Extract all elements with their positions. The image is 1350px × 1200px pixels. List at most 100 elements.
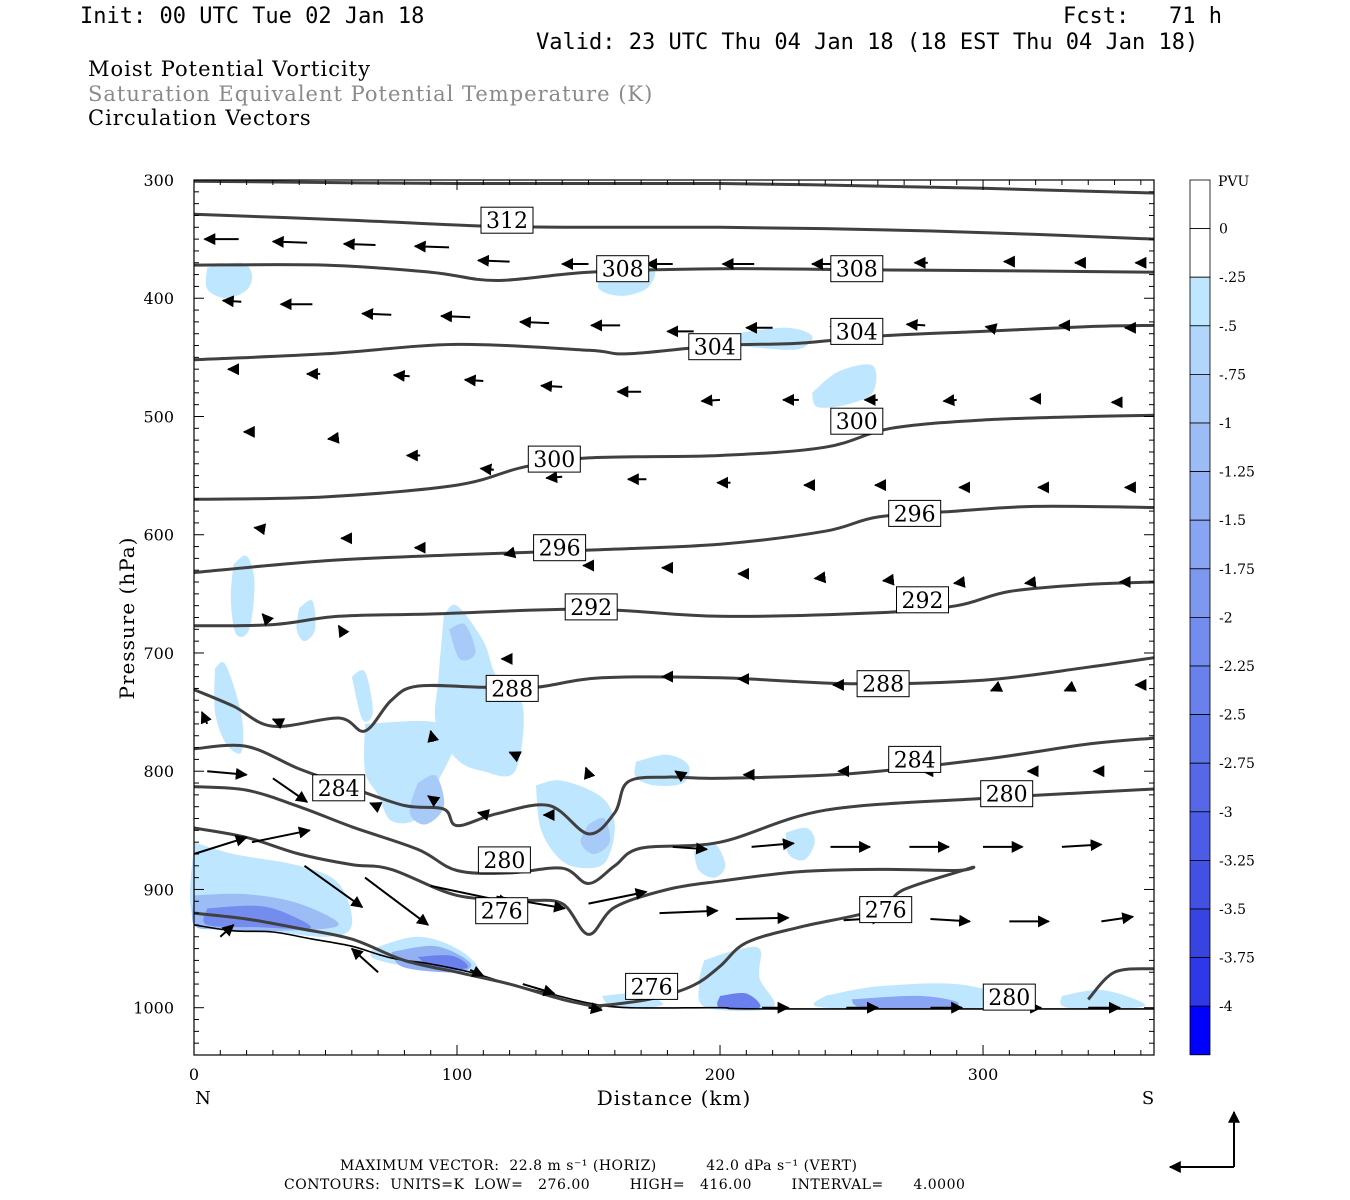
vector-15 [361, 308, 392, 321]
colorbar: PVU 0 -.25 -.5 -.75 -1 -1.25 -1.5 -1.75 -2 -2.25 -2… [1189, 174, 1255, 1056]
colorbar-label: -1.5 [1219, 513, 1246, 529]
pv-area-11 [634, 754, 690, 786]
contour-label-box-5 [527, 445, 581, 473]
north-label: N [195, 1088, 211, 1109]
contour-label-box-8 [888, 499, 942, 527]
vector-82 [207, 767, 248, 780]
colorbar-label: -.25 [1219, 270, 1246, 286]
colorbar-label: -2 [1219, 610, 1233, 626]
vector-29 [463, 374, 484, 387]
vector-85 [427, 795, 441, 808]
vector-60 [1023, 576, 1037, 588]
contour-label-8: 296 [894, 502, 936, 527]
vector-30 [540, 380, 563, 393]
contour-label-box-4 [830, 317, 884, 345]
vector-63 [337, 624, 350, 639]
vector-42 [545, 471, 563, 484]
contour-label-3: 304 [694, 336, 736, 361]
vector-62 [261, 613, 275, 627]
colorbar-label: -3.25 [1219, 853, 1255, 869]
x-tick-label: 100 [442, 1065, 473, 1084]
contour-label-11: 288 [491, 677, 533, 702]
contour-label-10: 292 [902, 589, 944, 614]
colorbar-label: -.75 [1219, 367, 1246, 383]
contour-label-box-20 [982, 983, 1036, 1011]
contour-label-box-15 [477, 846, 531, 874]
colorbar-cell-17 [1189, 1005, 1211, 1056]
y-axis-title: Pressure (hPa) [115, 537, 139, 700]
pv-area-20 [409, 774, 445, 825]
colorbar-cell-9 [1189, 617, 1211, 667]
colorbar-cell-13 [1189, 811, 1211, 861]
pv-area-25 [203, 905, 312, 930]
vector-50 [253, 523, 267, 536]
vector-96 [303, 864, 364, 909]
colorbar-label: 0 [1219, 222, 1228, 238]
theta-contour-312 [193, 179, 1155, 195]
x-axis-title: Distance (km) [597, 1086, 752, 1110]
colorbar-cell-0 [1189, 179, 1211, 229]
contour-label-box-16 [980, 780, 1034, 808]
vector-1 [271, 235, 308, 248]
colorbar-cell-5 [1189, 422, 1211, 472]
vector-35 [942, 394, 957, 407]
vector-17 [518, 316, 550, 329]
vector-73 [427, 729, 440, 743]
contour-label-2: 308 [836, 258, 878, 283]
title-line-1: Moist Potential Vorticity [88, 57, 371, 81]
vector-68 [989, 680, 1004, 692]
pv-area-22 [449, 623, 476, 661]
x-tick-label: 0 [189, 1065, 199, 1084]
vector-59 [952, 576, 966, 588]
axes: 300 400 500 600 700 800 900 1000 0 100 200 300 N S Dis… [115, 171, 1154, 1110]
vector-69 [1063, 680, 1077, 692]
colorbar-label: -2.25 [1219, 659, 1255, 675]
reference-vector [1168, 1110, 1240, 1173]
contour-label-box-12 [856, 670, 910, 698]
max-vector-note: MAXIMUM VECTOR: 22.8 m s⁻¹ (HORIZ) 42.0 … [340, 1158, 858, 1174]
pv-area-27 [717, 992, 761, 1010]
vector-22 [905, 318, 926, 331]
vector-57 [813, 571, 827, 584]
pv-area-8 [351, 670, 373, 722]
vector-23 [984, 323, 998, 335]
vector-104 [930, 914, 972, 927]
pv-area-3 [812, 364, 877, 408]
pv-area-9 [364, 721, 458, 824]
theta-contour-280b [193, 826, 976, 1008]
pv-area-6 [214, 662, 244, 754]
contour-label-9: 292 [570, 596, 612, 621]
vector-108 [350, 947, 379, 973]
vector-4 [476, 254, 510, 267]
contour-label-14: 284 [894, 748, 936, 773]
vector-102 [735, 912, 790, 925]
vector-89 [751, 838, 795, 851]
vector-74 [508, 751, 522, 763]
y-tick-label: 500 [143, 408, 174, 427]
colorbar-cell-12 [1189, 762, 1211, 813]
vector-58 [881, 573, 895, 586]
colorbar-cell-16 [1189, 957, 1211, 1007]
init-time: Init: 00 UTC Tue 02 Jan 18 [80, 4, 425, 29]
contour-label-20: 280 [988, 986, 1030, 1011]
colorbar-cell-7 [1189, 519, 1211, 570]
vector-107 [219, 924, 235, 938]
valid-time: Valid: 23 UTC Thu 04 Jan 18 (18 EST Thu … [536, 30, 1199, 55]
colorbar-label: -3.75 [1219, 951, 1255, 967]
contour-label-0: 312 [486, 209, 528, 234]
vector-111 [588, 1002, 603, 1015]
pv-area-18 [1060, 989, 1146, 1009]
vector-32 [700, 394, 721, 407]
theta-contour-308 [193, 263, 1155, 283]
colorbar-label: -4 [1219, 999, 1233, 1015]
y-tick-label: 300 [143, 171, 174, 190]
colorbar-title: PVU [1218, 174, 1250, 190]
contour-label-17: 276 [481, 900, 523, 925]
pv-area-2 [731, 327, 813, 350]
contour-label-18: 276 [865, 899, 907, 924]
theta-contour-300 [193, 413, 1155, 501]
vector-93 [1061, 839, 1103, 852]
contour-label-box-17 [475, 897, 529, 925]
pv-area-13 [785, 827, 815, 861]
